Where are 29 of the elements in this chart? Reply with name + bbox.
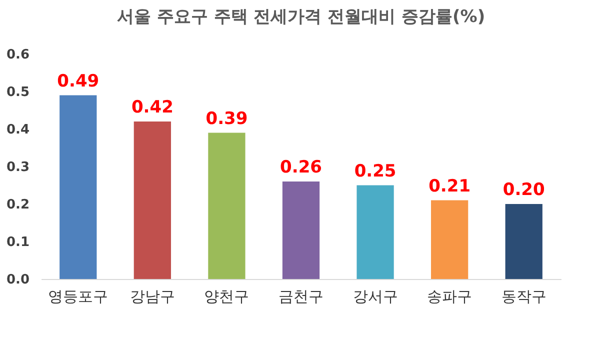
data-label: 0.49: [57, 71, 100, 92]
x-tick-label: 동작구: [501, 288, 546, 306]
data-label: 0.25: [354, 161, 396, 182]
bar: [505, 204, 542, 279]
y-tick-label: 0.1: [6, 235, 30, 250]
x-tick-label: 강남구: [130, 288, 175, 306]
x-tick-label: 송파구: [427, 288, 472, 306]
y-tick-label: 0.6: [6, 48, 30, 62]
bar: [431, 200, 468, 279]
y-tick-label: 0.3: [6, 160, 30, 175]
data-label: 0.42: [131, 98, 174, 118]
data-label: 0.20: [502, 180, 545, 200]
y-tick-label: 0.2: [6, 198, 30, 212]
x-tick-label: 강서구: [352, 288, 398, 306]
bar: [208, 132, 246, 279]
data-label: 0.26: [280, 158, 322, 178]
bar: [134, 122, 171, 279]
bar: [60, 95, 97, 279]
bar: [356, 185, 394, 279]
bar: [282, 182, 320, 279]
x-tick-label: 영등포구: [48, 288, 108, 306]
y-tick-label: 0.5: [6, 85, 30, 100]
data-label: 0.21: [428, 176, 471, 196]
y-tick-label: 0.4: [6, 122, 30, 138]
y-tick-label: 0.0: [6, 272, 30, 288]
data-label: 0.39: [206, 108, 248, 129]
x-tick-label: 금천구: [278, 288, 324, 306]
x-tick-label: 양천구: [204, 288, 250, 306]
chart-title: 서울 주요구 주택 전세가격 전월대비 증감률(%): [116, 7, 486, 27]
